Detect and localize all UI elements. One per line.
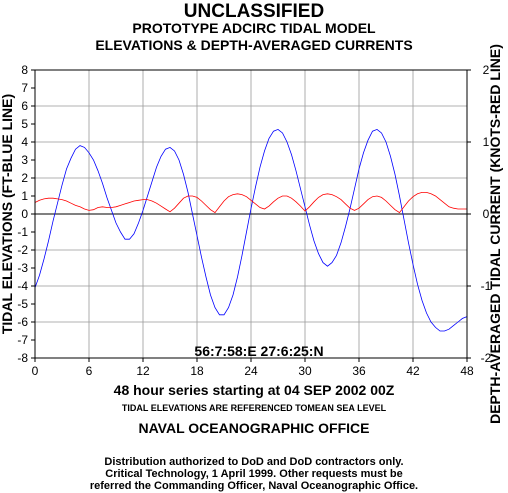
y-right-tick-label: 0 (483, 207, 490, 221)
y-left-tick-label: -4 (17, 279, 28, 293)
y-left-tick-label: -2 (17, 243, 28, 257)
distribution-line-3: referred the Commanding Officer, Naval O… (89, 480, 419, 492)
distribution-line-1: Distribution authorized to DoD and DoD c… (104, 456, 404, 468)
y-right-tick-label: -2 (481, 351, 492, 365)
x-tick-label: 36 (352, 364, 366, 378)
y-left-tick-label: 4 (21, 135, 28, 149)
y-left-tick-label: 1 (21, 189, 28, 203)
x-axis-title: 48 hour series starting at 04 SEP 2002 0… (113, 382, 395, 398)
y-left-tick-label: 5 (21, 117, 28, 131)
y-left-tick-label: -7 (17, 333, 28, 347)
series-lines (34, 128, 468, 332)
distribution-line-2: Critical Technology, 1 April 1999. Other… (105, 468, 403, 480)
y-right-tick-label: 2 (483, 63, 490, 77)
y-right-tick-label: -1 (481, 279, 492, 293)
y-left-tick-label: -6 (17, 315, 28, 329)
current-series-line (34, 191, 467, 214)
chart-title-line1: PROTOTYPE ADCIRC TIDAL MODEL (132, 20, 376, 36)
x-tick-label: 24 (244, 364, 258, 378)
x-tick-label: 48 (460, 364, 474, 378)
y-left-tick-label: -5 (17, 297, 28, 311)
datum-note: TIDAL ELEVATIONS ARE REFERENCED TOMEAN S… (121, 403, 387, 413)
tick-labels: 0 6 12 18 24 30 36 42 48-8-7-6-5-4-3-2-101234567… (17, 63, 491, 378)
y-left-tick-label: 7 (21, 81, 28, 95)
classification-banner: UNCLASSIFIED (183, 1, 325, 22)
y-left-tick-label: 8 (21, 63, 28, 77)
y-right-tick-label: 1 (483, 135, 490, 149)
y-left-tick-label: 3 (21, 153, 28, 167)
y-left-tick-label: 0 (21, 207, 28, 221)
x-tick-label: 30 (298, 364, 312, 378)
gridlines (35, 70, 467, 358)
elevation-series-line (34, 128, 468, 332)
x-tick-label: 42 (406, 364, 420, 378)
office-name: NAVAL OCEANOGRAPHIC OFFICE (138, 420, 370, 436)
y-left-tick-label: -8 (17, 351, 28, 365)
x-tick-label: 18 (190, 364, 204, 378)
y-left-tick-label: 6 (21, 99, 28, 113)
y-axis-right-title: DEPTH-AVERAGED TIDAL CURRENT (KNOTS-RED … (487, 44, 503, 424)
x-tick-label: 0 (32, 364, 39, 378)
y-left-tick-label: -3 (17, 261, 28, 275)
location-label: 56:7:58:E 27:6:25:N (194, 343, 323, 359)
y-left-tick-label: 2 (21, 171, 28, 185)
x-tick-label: 6 (86, 364, 93, 378)
y-left-tick-label: -1 (17, 225, 28, 239)
y-axis-left-title: TIDAL ELEVATIONS (FT-BLUE LINE) (0, 94, 15, 334)
chart-title-line2: ELEVATIONS & DEPTH-AVERAGED CURRENTS (95, 37, 413, 53)
x-tick-label: 12 (136, 364, 150, 378)
axis-ticks (31, 69, 471, 362)
